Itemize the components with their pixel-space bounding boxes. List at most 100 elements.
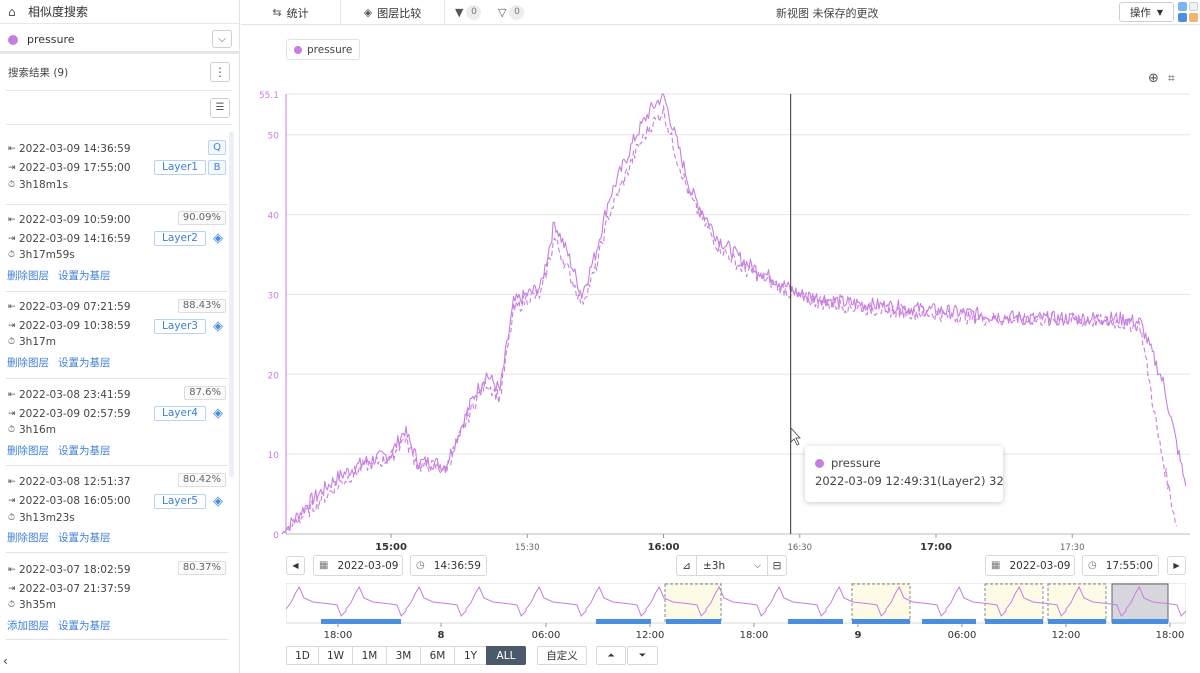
layers-icon[interactable]: ◈ [213,231,223,246]
mouse-pointer-icon [790,426,801,446]
layers-icon[interactable]: ◈ [213,406,223,421]
result-card-4[interactable]: 87.6% ⇤ 2022-03-08 23:41:59 ⇥ 2022-03-09 0… [6,379,228,466]
operations-button[interactable]: 操作 ▼ [1119,2,1174,22]
chevron-down-icon[interactable]: ⌵ [212,30,232,48]
more-options-icon[interactable]: ⋮ [210,62,230,82]
layer-badge[interactable]: Layer1 [154,160,206,175]
period-selector: 1D 1W 1M 3M 6M 1Y ALL [286,646,526,665]
period-all-button[interactable]: ALL [486,646,526,665]
delete-layer-link[interactable]: 删除图层 [7,270,49,282]
layers-icon[interactable]: ◈ [213,494,223,509]
custom-period-button[interactable]: 自定义 [537,646,587,665]
start-icon: ⇤ [8,215,16,225]
panel-header: ⌂ 相似度搜索 [0,0,240,24]
series-color-dot [815,458,824,468]
end-date-field[interactable]: ▦ 2022-03-09 [985,555,1075,576]
period-3m-button[interactable]: 3M [386,646,421,665]
period-6m-button[interactable]: 6M [420,646,455,665]
period-1d-button[interactable]: 1D [286,646,319,665]
coverage-bar [666,619,721,624]
result-card-1[interactable]: ⇤ 2022-03-09 14:36:59 ⇥ 2022-03-09 17:55:0… [6,133,228,205]
layer-badge[interactable]: Layer4 [154,406,206,421]
set-base-link[interactable]: 设置为基层 [58,270,111,282]
legend-label: pressure [307,43,353,56]
result-card-6[interactable]: 80.37% ⇤ 2022-03-07 18:02:59 ⇥ 2022-03-07 … [6,553,228,640]
similarity-score: 80.37% [177,561,226,575]
layer-badge[interactable]: Layer5 [154,494,206,509]
series-line-pressure [281,93,1187,535]
series-selector[interactable]: pressure ⌵ [0,28,240,54]
result-card-5[interactable]: 80.42% ⇤ 2022-03-08 12:51:37 ⇥ 2022-03-08 … [6,466,228,553]
result-card-2[interactable]: 90.09% ⇤ 2022-03-09 10:59:00 ⇥ 2022-03-09 … [6,205,228,292]
next-range-button[interactable]: ▶ [1167,556,1186,575]
tab-stats[interactable]: ⇆ 统计 [241,0,341,25]
series-color-dot [294,45,302,54]
overview-tick-label: 06:00 [532,630,561,641]
card-end: 2022-03-08 16:05:00 [19,495,131,507]
filter-count: 0 [509,4,525,20]
home-icon[interactable]: ⌂ [8,4,16,19]
set-base-link[interactable]: 设置为基层 [58,357,111,369]
delete-layer-link[interactable]: 删除图层 [7,357,49,369]
legend-chip[interactable]: pressure [286,39,361,60]
export-up-icon[interactable]: ⏶ [596,646,626,665]
series-color-dot [8,34,18,45]
result-card-3[interactable]: 88.43% ⇤ 2022-03-09 07:21:59 ⇥ 2022-03-09 … [6,292,228,379]
overview-tick-label: 12:00 [636,630,665,641]
filter-button[interactable]: ▼ 0 [455,3,482,21]
caret-down-icon: ▼ [1156,7,1164,17]
set-base-link[interactable]: 设置为基层 [58,445,111,457]
delete-layer-link[interactable]: 删除图层 [7,532,49,544]
filter-off-button[interactable]: ▽ 0 [498,3,525,21]
window-select[interactable]: ±3h ⌵ [696,555,768,576]
card-duration: 3h13m23s [19,512,75,524]
card-start: 2022-03-07 18:02:59 [19,564,131,576]
app-logo-icon[interactable] [1178,2,1198,22]
delete-layer-link[interactable]: 删除图层 [7,445,49,457]
set-base-link[interactable]: 设置为基层 [58,532,111,544]
layer-badge[interactable]: Layer2 [154,231,206,246]
coverage-bar [1048,619,1106,624]
prev-range-button[interactable]: ◀ [286,556,305,575]
card-end: 2022-03-09 10:38:59 [19,320,131,332]
period-1m-button[interactable]: 1M [352,646,387,665]
layer-badge[interactable]: Layer3 [154,319,206,334]
collapse-panel-icon[interactable]: ‹ [3,654,8,668]
start-time-field[interactable]: ◷ 14:36:59 [410,555,487,576]
base-badge[interactable]: B [208,160,226,175]
y-tick-label: 50 [268,132,280,142]
layers-icon[interactable]: ◈ [213,319,223,334]
end-icon: ⇥ [8,234,16,244]
filter-count: 0 [466,4,482,20]
crop-icon[interactable]: ⌗ [1168,71,1175,85]
period-1y-button[interactable]: 1Y [454,646,487,665]
clock-icon: ⏱ [8,180,16,190]
similarity-score: 87.6% [184,386,226,400]
export-down-icon[interactable]: ⏷ [627,646,658,665]
pressure-chart[interactable]: 0 10 20 30 40 50 55.1 15:00 15:30 16:00 16:30 17:00… [250,84,1200,554]
zoom-in-icon[interactable]: ⊕ [1148,71,1159,86]
overview-navigator[interactable]: 18:00 8 06:00 12:00 18:00 9 06:00 12:00 18:00 [286,583,1186,641]
period-1w-button[interactable]: 1W [318,646,353,665]
overview-tick-label: 8 [438,630,445,641]
query-badge[interactable]: Q [208,140,226,155]
filter-outline-icon: ▽ [498,5,507,19]
chart-type-icon[interactable]: ⊿ [676,555,697,576]
tab-layer-compare[interactable]: ◈ 图层比较 [341,0,445,25]
end-time-value: 17:55:00 [1105,559,1153,572]
set-base-link[interactable]: 设置为基层 [58,620,111,632]
tab-stats-label: 统计 [286,6,309,20]
window-control: ⊿ ±3h ⌵ ⊟ [676,555,787,576]
end-time-field[interactable]: ◷ 17:55:00 [1082,555,1159,576]
start-icon: ⇤ [8,390,16,400]
sort-icon[interactable]: ☰ [210,98,230,118]
start-date-field[interactable]: ▦ 2022-03-09 [313,555,403,576]
divider [6,124,232,125]
view-title: 新视图 未保存的更改 [776,7,879,20]
scrollbar[interactable] [229,132,234,477]
add-layer-link[interactable]: 添加图层 [7,620,49,632]
x-tick-label: 16:30 [788,543,813,553]
overview-tick-label: 12:00 [1052,630,1081,641]
lock-icon[interactable]: ⊟ [767,555,787,576]
card-start: 2022-03-08 23:41:59 [19,389,131,401]
